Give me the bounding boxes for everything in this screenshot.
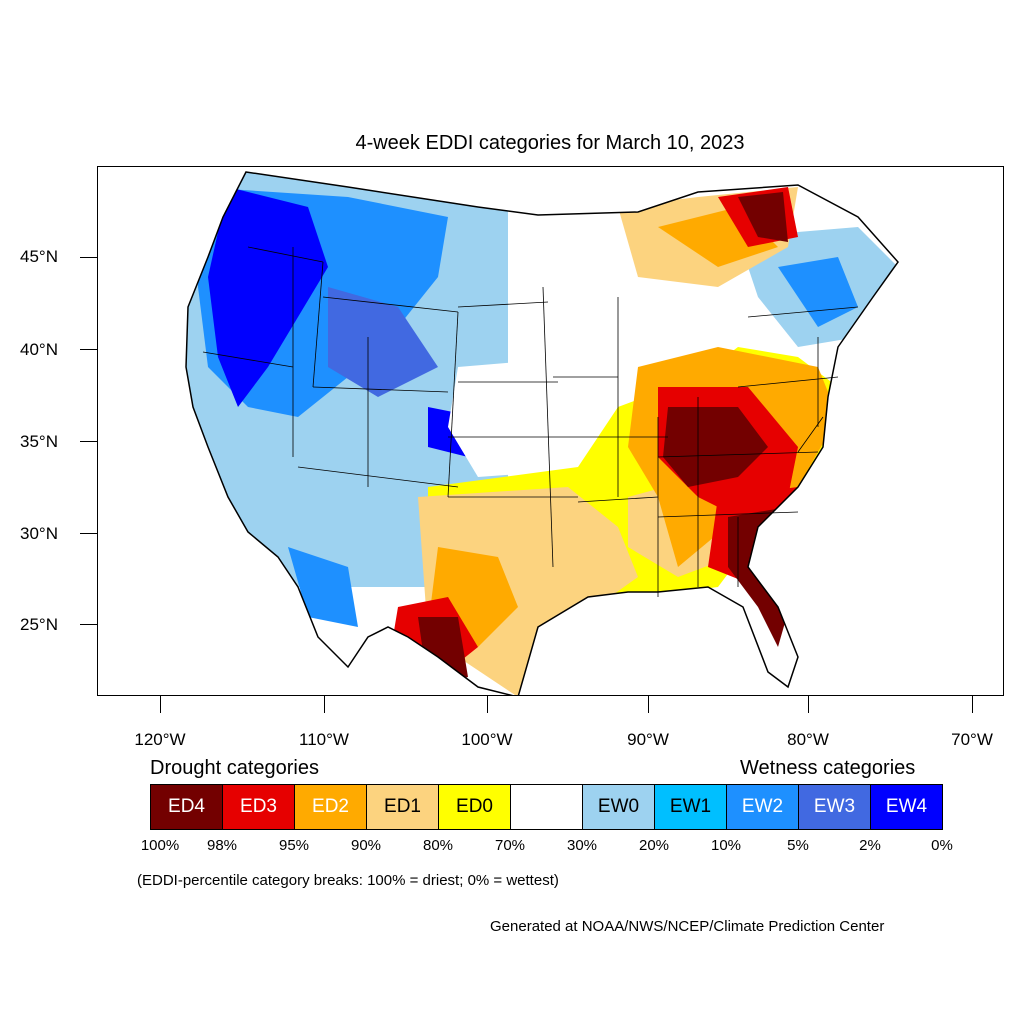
lon-tick bbox=[972, 696, 973, 713]
lat-label-30: 30°N bbox=[20, 524, 58, 543]
credit-text: Generated at NOAA/NWS/NCEP/Climate Predi… bbox=[490, 918, 885, 935]
legend-break-label: 100% bbox=[140, 837, 180, 854]
legend-box: ED4 bbox=[150, 784, 223, 830]
category-note: (EDDI-percentile category breaks: 100% =… bbox=[137, 872, 559, 889]
lat-label-25: 25°N bbox=[20, 615, 58, 634]
legend-box bbox=[510, 784, 583, 830]
legend-box: EW0 bbox=[582, 784, 655, 830]
lon-label-100: 100°W bbox=[461, 730, 513, 749]
lon-tick bbox=[487, 696, 488, 713]
wetness-heading: Wetness categories bbox=[740, 757, 916, 779]
lon-label-80: 80°W bbox=[787, 730, 829, 749]
lat-tick bbox=[80, 441, 97, 442]
lon-label-120: 120°W bbox=[134, 730, 186, 749]
eddi-map bbox=[185, 171, 899, 695]
legend-box: EW2 bbox=[726, 784, 799, 830]
map-plot-area bbox=[97, 166, 1004, 696]
lon-tick bbox=[648, 696, 649, 713]
lat-tick bbox=[80, 349, 97, 350]
lat-label-45: 45°N bbox=[20, 247, 58, 266]
legend-color-bar: ED4 ED3 ED2 ED1 ED0 EW0 EW1 EW2 EW3 EW4 bbox=[150, 784, 943, 830]
lat-tick bbox=[80, 624, 97, 625]
lon-tick bbox=[324, 696, 325, 713]
legend-break-label: 2% bbox=[859, 837, 881, 854]
map-title: 4-week EDDI categories for March 10, 202… bbox=[355, 132, 745, 154]
legend-break-label: 98% bbox=[206, 837, 238, 854]
lon-tick bbox=[160, 696, 161, 713]
legend-break-label: 90% bbox=[350, 837, 382, 854]
legend-break-label: 20% bbox=[638, 837, 670, 854]
lon-label-110: 110°W bbox=[299, 730, 349, 749]
legend-box: ED0 bbox=[438, 784, 511, 830]
legend-box: ED3 bbox=[222, 784, 295, 830]
lon-tick bbox=[808, 696, 809, 713]
legend-box: EW1 bbox=[654, 784, 727, 830]
legend-break-label: 0% bbox=[931, 837, 953, 854]
legend-break-label: 10% bbox=[710, 837, 742, 854]
legend-break-label: 5% bbox=[787, 837, 809, 854]
drought-heading: Drought categories bbox=[150, 757, 319, 779]
legend-box: ED1 bbox=[366, 784, 439, 830]
legend-box: ED2 bbox=[294, 784, 367, 830]
lat-tick bbox=[80, 533, 97, 534]
lon-label-90: 90°W bbox=[627, 730, 669, 749]
lat-label-40: 40°N bbox=[20, 340, 58, 359]
legend-break-label: 95% bbox=[278, 837, 310, 854]
legend-break-label: 70% bbox=[494, 837, 526, 854]
legend-break-label: 30% bbox=[566, 837, 598, 854]
legend-box: EW4 bbox=[870, 784, 943, 830]
lon-label-70: 70°W bbox=[951, 730, 993, 749]
legend-break-label: 80% bbox=[422, 837, 454, 854]
legend-box: EW3 bbox=[798, 784, 871, 830]
lat-tick bbox=[80, 257, 97, 258]
lat-label-35: 35°N bbox=[20, 432, 58, 451]
